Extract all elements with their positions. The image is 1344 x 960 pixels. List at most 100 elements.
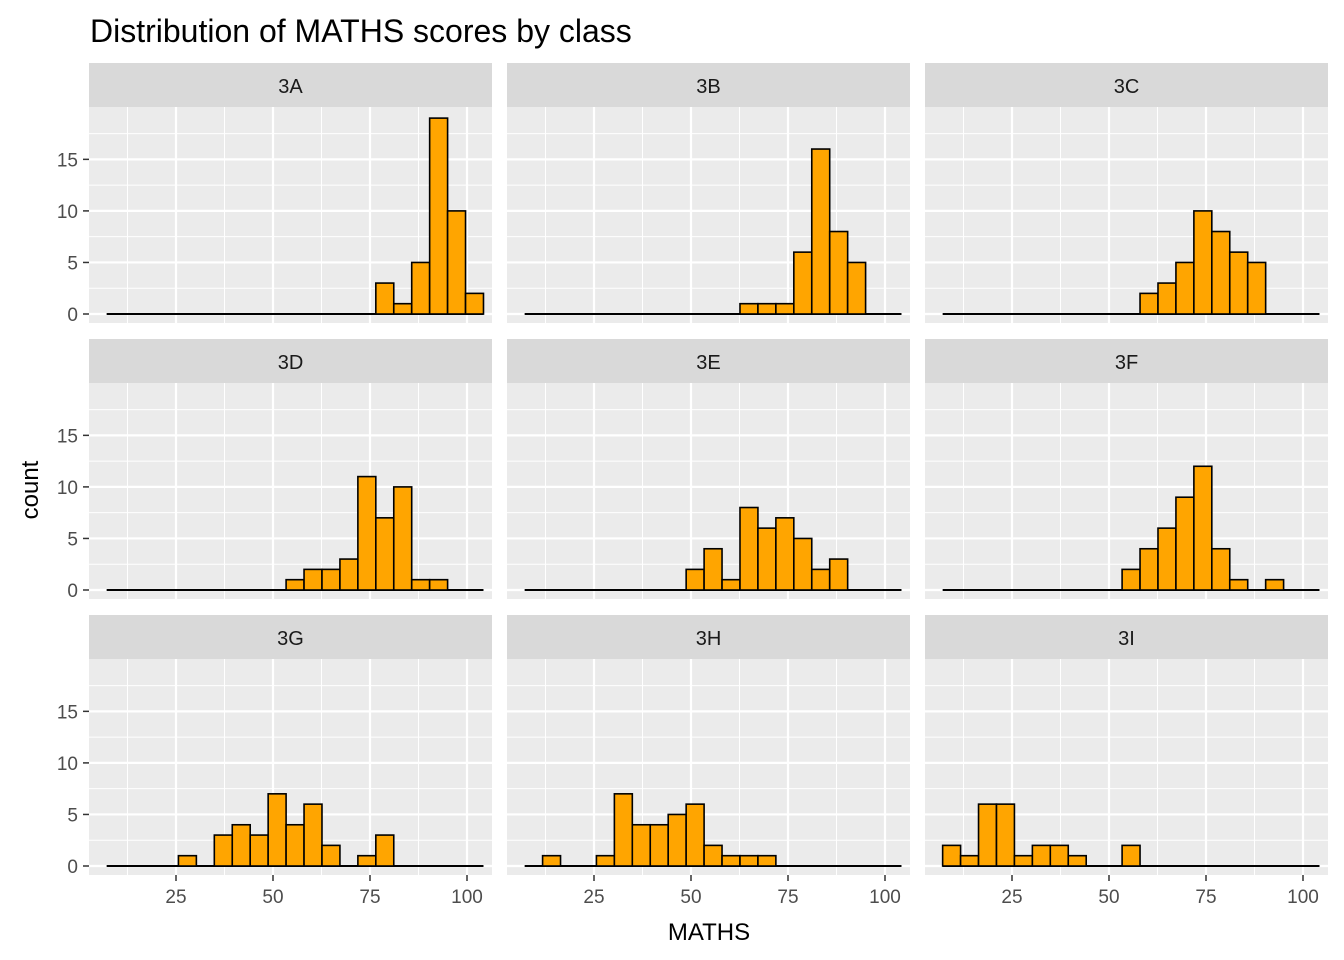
panel-background (89, 383, 492, 599)
histogram-bar (339, 558, 359, 591)
histogram-bar (410, 578, 431, 591)
histogram-bar (285, 578, 305, 591)
histogram-bar (392, 302, 413, 315)
histogram-bar (1211, 230, 1231, 315)
histogram-bar (1175, 261, 1195, 315)
facet-strip-label: 3E (696, 352, 720, 374)
facet-panel-3i: 3I 25 50 75 100 (925, 615, 1328, 908)
histogram-bar (392, 486, 413, 591)
histogram-bar (375, 282, 395, 315)
x-tick-label: 100 (451, 887, 483, 908)
histogram-bar (739, 506, 759, 591)
histogram-bar (231, 823, 252, 867)
panel-background (925, 383, 1328, 599)
histogram-bar (757, 854, 777, 867)
y-tick-label: 0 (67, 581, 78, 602)
histogram-bar (267, 793, 287, 867)
histogram-bar (1139, 547, 1159, 591)
histogram-bar (428, 117, 449, 315)
facet-panel-3h: 3H 25 50 75 100 (507, 615, 910, 908)
y-tick-label: 5 (67, 529, 78, 550)
y-tick-label: 15 (57, 150, 78, 171)
histogram-bar (595, 854, 616, 867)
facet-panels: 3A 0 5 10 15 3B 3C 3D 0 5 10 15 3E 3F 3G 0 5 10 15 25 50 75 10… (57, 63, 1328, 908)
histogram-bar (721, 854, 741, 867)
x-tick-label: 25 (583, 887, 604, 908)
x-tick-label: 75 (359, 887, 380, 908)
histogram-bar (303, 568, 323, 591)
facet-strip-label: 3I (1118, 628, 1135, 650)
histogram-bar (1246, 261, 1267, 315)
histogram-bar (375, 834, 395, 867)
facet-strip (89, 615, 492, 659)
histogram-bar (1013, 854, 1034, 867)
histogram-bar (375, 517, 395, 591)
facet-strip (925, 615, 1328, 659)
y-tick-label: 5 (67, 805, 78, 826)
facet-strip (89, 63, 492, 107)
facet-panel-3c: 3C (925, 63, 1328, 323)
y-axis-title: count (17, 460, 44, 519)
panel-background (925, 107, 1328, 323)
facet-strip-label: 3C (1114, 76, 1140, 98)
x-tick-label: 50 (680, 887, 701, 908)
facet-strip-label: 3B (696, 76, 720, 98)
histogram-bar (1193, 210, 1213, 315)
x-axis-title: MATHS (668, 919, 750, 946)
x-tick-label: 50 (1098, 887, 1119, 908)
facet-panel-3d: 3D 0 5 10 15 (57, 339, 492, 602)
facet-strip-label: 3D (278, 352, 304, 374)
y-tick-label: 15 (57, 426, 78, 447)
histogram-bar (464, 292, 485, 315)
histogram-bar (1067, 854, 1088, 867)
histogram-bar (1049, 844, 1070, 867)
histogram-bar (995, 803, 1016, 867)
histogram-bar (685, 568, 705, 591)
chart-title: Distribution of MATHS scores by class (90, 13, 632, 49)
x-tick-label: 75 (1195, 887, 1216, 908)
facet-strip (925, 339, 1328, 383)
panel-background (507, 659, 910, 875)
facet-strip (925, 63, 1328, 107)
histogram-bar (1228, 251, 1249, 315)
histogram-bar (446, 210, 467, 315)
facet-panel-3b: 3B (507, 63, 910, 323)
histogram-bar (1157, 527, 1177, 591)
histogram-bar (977, 803, 998, 867)
histogram-bar (810, 568, 831, 591)
histogram-bar (321, 568, 341, 591)
facet-strip (507, 339, 910, 383)
y-tick-label: 15 (57, 702, 78, 723)
histogram-bar (1175, 496, 1195, 591)
x-tick-label: 75 (777, 887, 798, 908)
facet-panel-3e: 3E (507, 339, 910, 599)
histogram-bar (249, 834, 269, 867)
x-tick-label: 100 (869, 887, 901, 908)
histogram-bar (703, 547, 723, 591)
histogram-bar (828, 558, 849, 591)
x-tick-label: 25 (165, 887, 186, 908)
facet-strip (507, 615, 910, 659)
facet-panel-3f: 3F (925, 339, 1328, 599)
histogram-bar (649, 823, 670, 867)
facet-panel-3g: 3G 0 5 10 15 25 50 75 100 (57, 615, 492, 908)
y-tick-label: 10 (57, 754, 78, 775)
facet-strip-label: 3H (696, 628, 722, 650)
histogram-bar (177, 854, 198, 867)
histogram-bar (410, 261, 431, 315)
histogram-bar (1211, 547, 1231, 591)
histogram-bar (721, 578, 741, 591)
histogram-bar (1157, 282, 1177, 315)
histogram-bar (1139, 292, 1159, 315)
facet-strip (89, 339, 492, 383)
histogram-bar (757, 527, 777, 591)
histogram-bar (541, 854, 562, 867)
histogram-bar (739, 302, 759, 315)
x-tick-label: 50 (262, 887, 283, 908)
y-tick-label: 10 (57, 202, 78, 223)
facet-strip-label: 3A (278, 76, 303, 98)
facet-strip-label: 3F (1115, 352, 1138, 374)
x-tick-label: 25 (1001, 887, 1022, 908)
histogram-bar (1031, 844, 1052, 867)
